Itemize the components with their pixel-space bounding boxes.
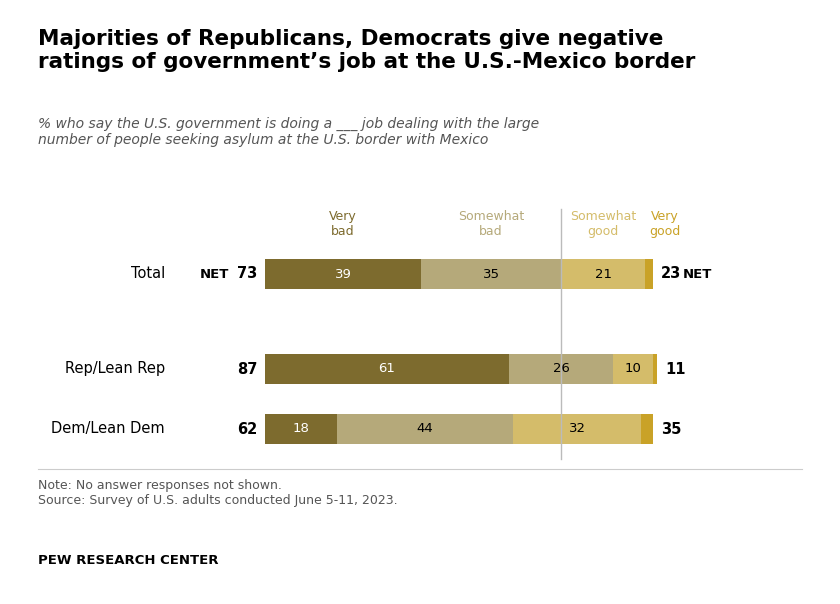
Text: 62: 62	[237, 422, 257, 437]
Text: Very
bad: Very bad	[329, 210, 357, 238]
Text: 44: 44	[417, 423, 433, 435]
Bar	[337, 414, 513, 444]
Text: 61: 61	[379, 362, 396, 376]
Bar	[641, 414, 653, 444]
Bar	[513, 414, 641, 444]
Text: 26: 26	[553, 362, 570, 376]
Bar	[265, 259, 421, 289]
Text: Very
good: Very good	[649, 210, 680, 238]
Text: 87: 87	[237, 362, 257, 376]
Text: 35: 35	[482, 268, 500, 280]
Text: 73: 73	[237, 266, 257, 281]
Text: 21: 21	[595, 268, 612, 280]
Text: Somewhat
bad: Somewhat bad	[458, 210, 524, 238]
Bar	[561, 259, 645, 289]
Text: 39: 39	[334, 268, 351, 280]
Text: 32: 32	[569, 423, 585, 435]
Bar	[265, 354, 509, 384]
Text: Rep/Lean Rep: Rep/Lean Rep	[65, 362, 165, 376]
Text: NET: NET	[200, 268, 229, 280]
Text: PEW RESEARCH CENTER: PEW RESEARCH CENTER	[38, 554, 218, 567]
Text: Note: No answer responses not shown.
Source: Survey of U.S. adults conducted Jun: Note: No answer responses not shown. Sou…	[38, 479, 397, 507]
Text: Total: Total	[131, 266, 165, 281]
Text: Somewhat
good: Somewhat good	[570, 210, 636, 238]
Text: 11: 11	[665, 362, 685, 376]
Text: Majorities of Republicans, Democrats give negative
ratings of government’s job a: Majorities of Republicans, Democrats giv…	[38, 29, 696, 72]
Bar	[645, 259, 653, 289]
Text: 35: 35	[661, 422, 681, 437]
Text: 18: 18	[292, 423, 309, 435]
Text: 10: 10	[625, 362, 642, 376]
Text: 23: 23	[661, 266, 681, 281]
Bar	[653, 354, 657, 384]
Text: % who say the U.S. government is doing a ___ job dealing with the large
number o: % who say the U.S. government is doing a…	[38, 117, 539, 147]
Bar	[613, 354, 653, 384]
Bar	[265, 414, 337, 444]
Text: NET: NET	[683, 268, 712, 280]
Bar	[421, 259, 561, 289]
Text: Dem/Lean Dem: Dem/Lean Dem	[51, 422, 165, 437]
Bar	[509, 354, 613, 384]
